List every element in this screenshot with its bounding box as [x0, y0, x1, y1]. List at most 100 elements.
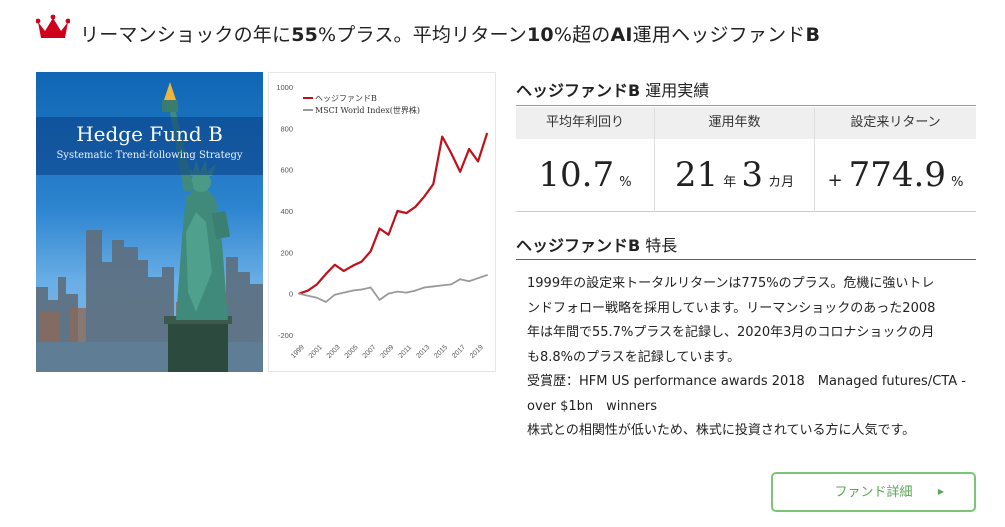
x-tick-label: 2009 [379, 344, 395, 360]
page-title: リーマンショックの年に55%プラス。平均リターン10%超のAI運用ヘッジファンド… [80, 24, 821, 46]
data-point [450, 283, 453, 286]
data-point [387, 292, 390, 295]
data-point [423, 286, 426, 289]
total-return-label: 設定来リターン [815, 107, 976, 139]
data-point [396, 290, 399, 293]
feature-line: 年は年間で55.7%プラスを記録し、2020年3月のコロナショックの月 [527, 325, 935, 340]
data-point [351, 264, 354, 267]
data-point [486, 274, 488, 276]
years-cell: 運用年数 21 年 3 カ月 [655, 107, 814, 212]
data-point [414, 289, 417, 292]
performance-divider [516, 105, 976, 106]
chart-legend: ヘッジファンドB MSCI World Index(世界株) [303, 94, 420, 115]
x-tick-label: 2007 [362, 344, 378, 360]
data-point [378, 298, 381, 301]
feature-line: も8.8%のプラスを記録しています。 [527, 349, 741, 365]
feature-line: 1999年の設定来トータルリターンは775%のプラス。危機に強いトレ [527, 276, 935, 291]
data-point [342, 291, 345, 294]
data-point [342, 270, 345, 272]
data-point [441, 135, 444, 138]
x-tick-label: 2005 [344, 344, 360, 360]
x-tick-label: 2019 [469, 344, 485, 360]
series-layer [298, 132, 489, 303]
years-label: 運用年数 [655, 107, 814, 139]
data-point [486, 132, 488, 135]
x-tick-label: 2011 [398, 344, 414, 360]
cover-subtitle: Systematic Trend-following Strategy [56, 150, 243, 161]
feature-line: ンドフォロー戦略を採用しています。リーマンショックのあった2008 [527, 300, 936, 316]
y-axis: 1000 800 600 400 200 0 -200 [276, 83, 293, 340]
data-point [333, 293, 336, 296]
avg-return-cell: 平均年利回り 10.7 % [516, 107, 654, 212]
data-point [450, 152, 453, 155]
performance-table: 平均年利回り 10.7 % 運用年数 21 年 3 カ月 設定来リターン +77… [516, 107, 976, 212]
data-point [441, 284, 444, 287]
data-point [396, 210, 399, 212]
x-tick-label: 2015 [433, 344, 449, 360]
series-line-0 [298, 133, 489, 295]
fund-detail-label: ファンド詳細 [834, 484, 913, 499]
avg-return-value: 10.7 % [538, 155, 632, 195]
data-point [387, 233, 390, 236]
feature-line: over $1bn winners [527, 398, 657, 414]
feature-line: 株式との相関性が低いため、株式に投資されている方に人気です。 [527, 423, 916, 438]
series-line-1 [298, 274, 488, 303]
y-tick-label: -200 [278, 331, 293, 340]
y-tick-label: 0 [289, 290, 293, 299]
data-point [405, 291, 408, 294]
fund-detail-button[interactable]: ファンド詳細 ▶ [771, 472, 976, 512]
features-divider [516, 259, 976, 260]
data-point [459, 278, 462, 281]
data-point [468, 280, 470, 283]
data-point [477, 277, 479, 280]
feature-line: 受賞歴：HFM US performance awards 2018 Manag… [527, 374, 966, 389]
data-point [333, 263, 336, 266]
x-tick-label: 2001 [308, 344, 324, 360]
data-point [432, 285, 435, 288]
statue-of-liberty-illustration [36, 82, 263, 372]
data-point [298, 292, 300, 295]
column-divider [814, 107, 815, 212]
cover-title: Hedge Fund B [76, 122, 223, 146]
total-return-cell: 設定来リターン +774.9 % [815, 107, 976, 212]
x-axis: 1999 2001 2003 2005 2007 2009 2011 2013 2015 2017… [290, 344, 485, 360]
data-point [316, 283, 318, 286]
data-point [369, 286, 372, 289]
data-point [360, 260, 363, 263]
data-point [405, 212, 408, 214]
x-tick-label: 2013 [415, 344, 431, 360]
data-point [414, 205, 417, 208]
years-value: 21 年 3 カ月 [674, 155, 795, 195]
data-point [369, 250, 372, 253]
data-point [423, 195, 426, 198]
y-tick-label: 600 [280, 166, 293, 175]
y-tick-label: 400 [280, 207, 293, 216]
legend-label: ヘッジファンドB [315, 94, 377, 103]
triangle-right-icon: ▶ [937, 487, 944, 496]
data-point [351, 289, 354, 292]
data-point [360, 288, 363, 291]
fund-cover-image: Hedge Fund B Systematic Trend-following … [36, 72, 263, 372]
total-return-value: +774.9 % [827, 155, 964, 195]
data-point [378, 227, 381, 230]
performance-section-title: ヘッジファンドB 運用実績 [516, 81, 710, 100]
data-point [432, 183, 435, 186]
x-tick-label: 2003 [326, 344, 342, 360]
avg-return-label: 平均年利回り [516, 107, 654, 139]
y-tick-label: 800 [280, 124, 293, 133]
cover-title-band [36, 117, 263, 175]
legend-label: MSCI World Index(世界株) [315, 105, 420, 115]
performance-chart: 1000 800 600 400 200 0 -200 1999 2001 2003 2005 20… [268, 72, 496, 372]
data-point [307, 289, 309, 292]
crown-icon [36, 14, 70, 38]
x-tick-label: 1999 [290, 344, 306, 360]
y-tick-label: 1000 [276, 83, 293, 92]
features-description: 1999年の設定来トータルリターンは775%のプラス。危機に強いトレ ンドフォロ… [527, 272, 967, 444]
data-point [324, 301, 327, 303]
data-point [459, 170, 462, 173]
data-point [307, 294, 309, 297]
data-point [477, 160, 479, 163]
y-tick-label: 200 [280, 248, 293, 257]
column-divider [654, 107, 655, 212]
